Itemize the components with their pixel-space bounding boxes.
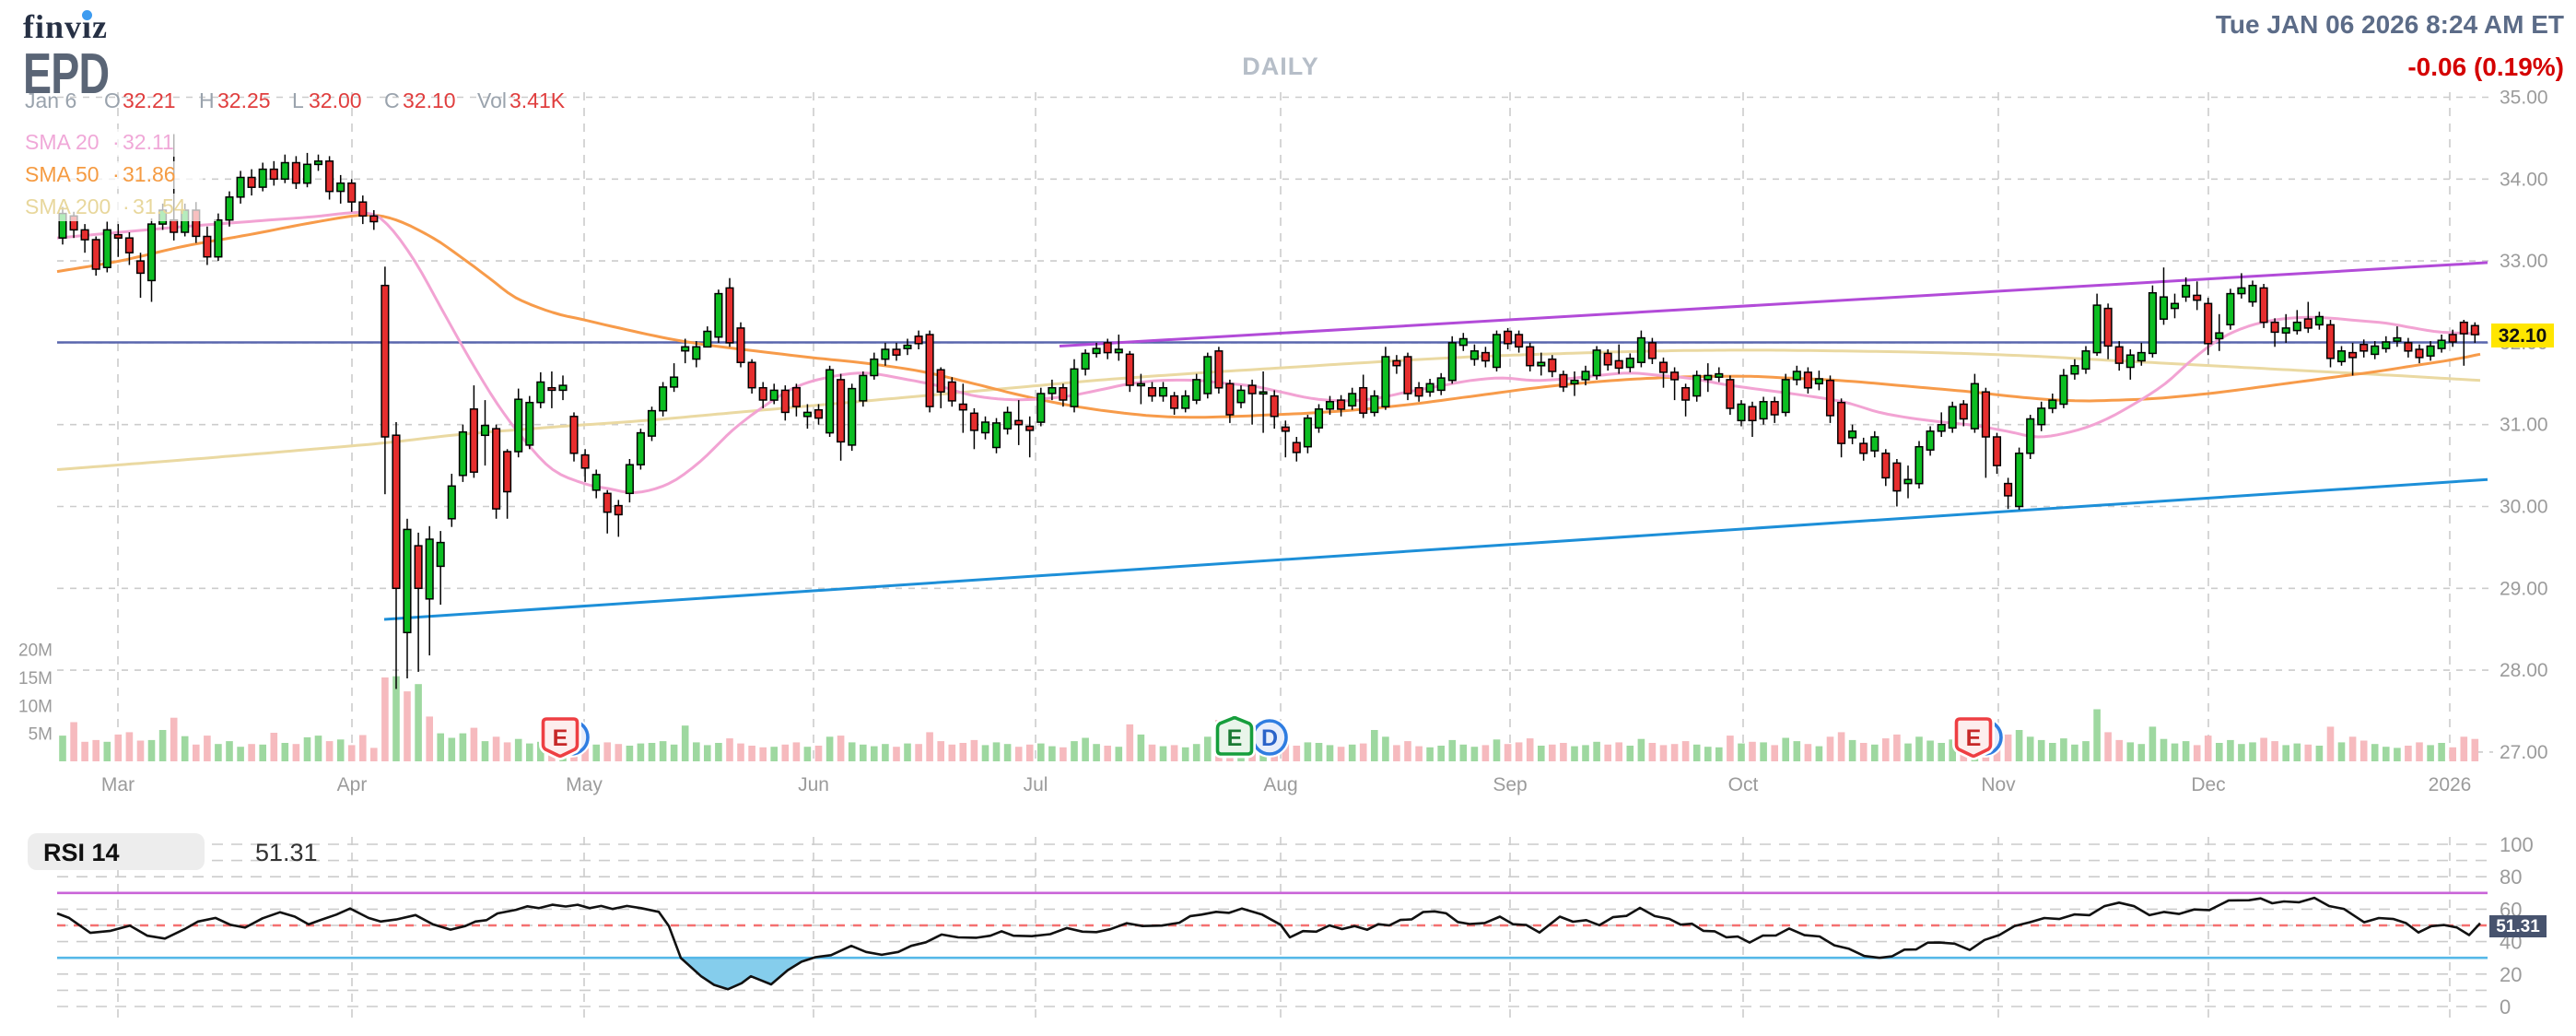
svg-text:EPD: EPD (23, 41, 109, 105)
svg-text:·: · (112, 130, 120, 154)
svg-text:10M: 10M (18, 697, 53, 716)
svg-text:May: May (566, 774, 603, 795)
svg-text:32.21: 32.21 (123, 88, 176, 112)
svg-text:2026: 2026 (2429, 774, 2472, 795)
svg-text:0: 0 (2500, 995, 2511, 1018)
svg-text:Apr: Apr (337, 774, 368, 795)
svg-text:-0.06 (0.19%): -0.06 (0.19%) (2407, 53, 2564, 81)
svg-text:32.10: 32.10 (2499, 325, 2547, 347)
svg-text:3.41K: 3.41K (509, 88, 566, 112)
svg-text:Dec: Dec (2191, 774, 2225, 795)
svg-text:Nov: Nov (1981, 774, 2016, 795)
svg-text:80: 80 (2500, 865, 2522, 889)
svg-text:35.00: 35.00 (2500, 88, 2548, 109)
svg-text:E: E (553, 725, 568, 751)
svg-text:·: · (123, 194, 130, 218)
svg-text:15M: 15M (18, 669, 53, 689)
svg-text:31.86: 31.86 (123, 162, 176, 186)
svg-text:Jul: Jul (1024, 774, 1048, 795)
svg-text:29.00: 29.00 (2500, 578, 2548, 599)
svg-text:E: E (1966, 725, 1982, 751)
svg-text:51.31: 51.31 (255, 839, 318, 866)
svg-text:C: C (384, 88, 400, 112)
svg-text:20M: 20M (18, 642, 53, 661)
svg-text:27.00: 27.00 (2500, 742, 2548, 763)
svg-text:51.31: 51.31 (2496, 917, 2540, 936)
svg-text:32.00: 32.00 (309, 88, 362, 112)
svg-text:31.54: 31.54 (133, 194, 186, 218)
svg-text:100: 100 (2500, 833, 2534, 856)
svg-text:finvız: finvız (23, 8, 108, 45)
svg-text:H: H (199, 88, 215, 112)
svg-text:Tue JAN 06 2026 8:24 AM ET: Tue JAN 06 2026 8:24 AM ET (2216, 10, 2564, 39)
svg-text:·: · (112, 162, 120, 186)
svg-text:32.11: 32.11 (123, 130, 174, 154)
svg-text:SMA 200: SMA 200 (25, 194, 111, 218)
svg-text:SMA 20: SMA 20 (25, 130, 100, 154)
svg-text:5M: 5M (29, 725, 53, 745)
svg-text:33.00: 33.00 (2500, 251, 2548, 272)
svg-text:Vol: Vol (477, 88, 507, 112)
svg-text:28.00: 28.00 (2500, 660, 2548, 681)
svg-text:DAILY: DAILY (1242, 53, 1319, 80)
svg-text:Jun: Jun (798, 774, 829, 795)
svg-text:E: E (1227, 725, 1243, 751)
svg-text:D: D (1261, 725, 1278, 751)
svg-text:32.25: 32.25 (217, 88, 271, 112)
svg-text:34.00: 34.00 (2500, 169, 2548, 190)
svg-text:Mar: Mar (101, 774, 135, 795)
svg-text:O: O (104, 88, 121, 112)
svg-text:30.00: 30.00 (2500, 497, 2548, 518)
svg-text:Oct: Oct (1728, 774, 1759, 795)
svg-text:Jan 6: Jan 6 (25, 88, 76, 112)
svg-text:32.10: 32.10 (403, 88, 456, 112)
svg-text:Aug: Aug (1263, 774, 1297, 795)
svg-text:20: 20 (2500, 963, 2522, 986)
svg-text:31.00: 31.00 (2500, 415, 2548, 436)
svg-text:L: L (292, 88, 304, 112)
svg-text:Sep: Sep (1493, 774, 1527, 795)
svg-text:SMA 50: SMA 50 (25, 162, 100, 186)
svg-text:RSI 14: RSI 14 (43, 839, 120, 866)
